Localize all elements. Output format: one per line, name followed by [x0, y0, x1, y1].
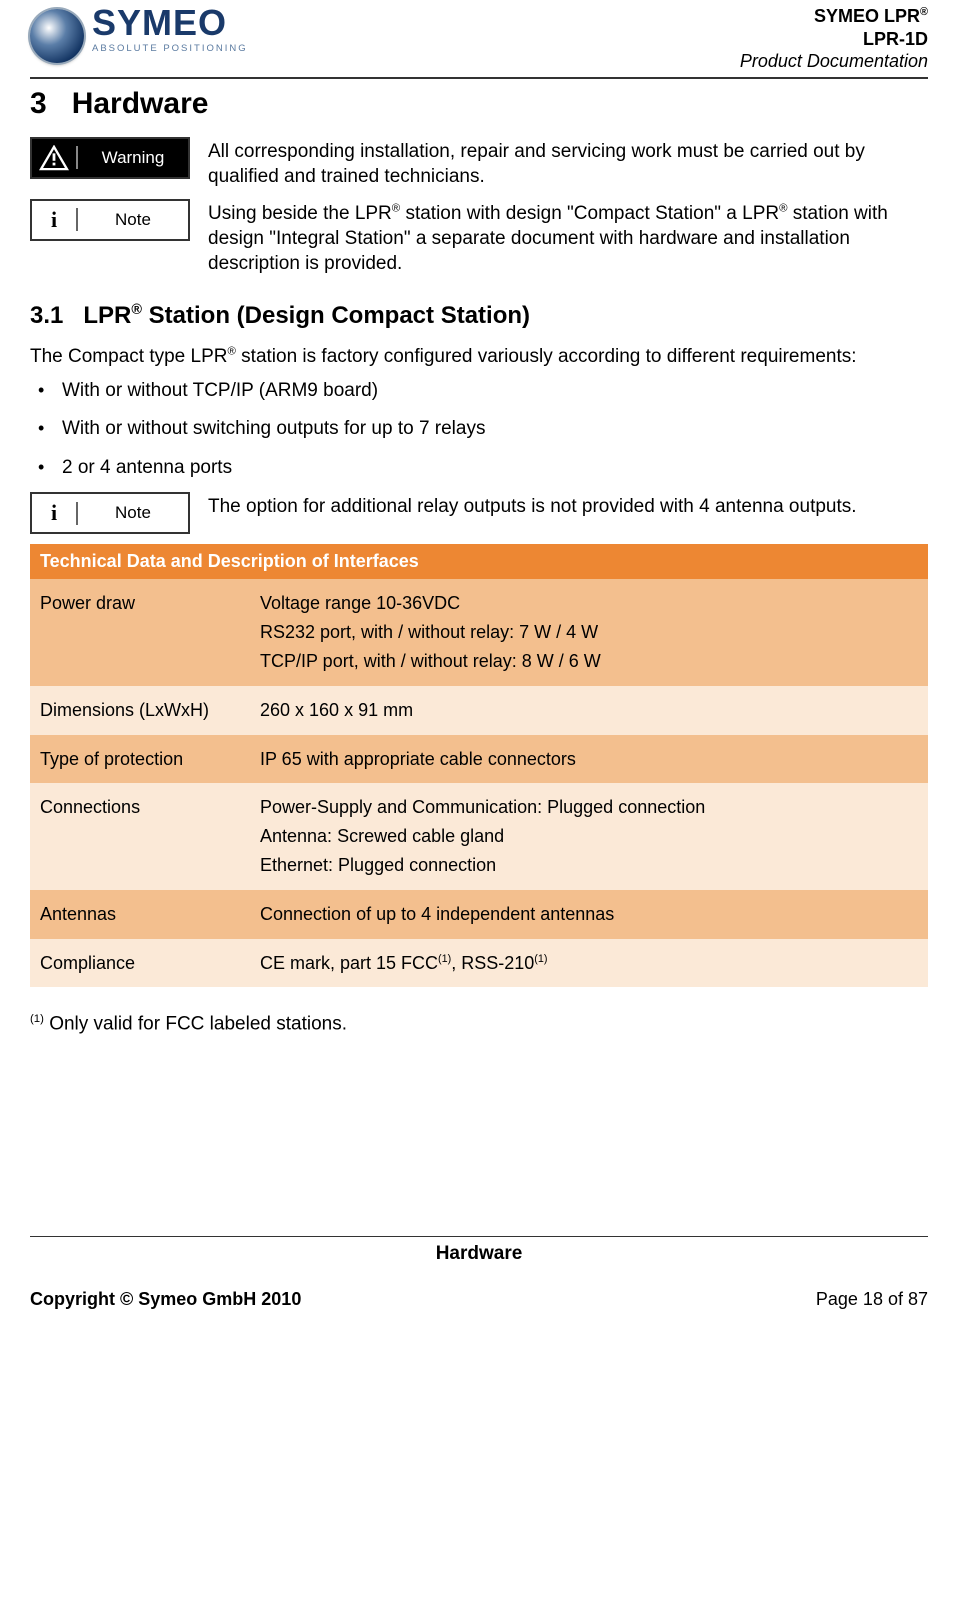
table-value: Power-Supply and Communication: Plugged …: [250, 783, 928, 889]
table-row: Power drawVoltage range 10-36VDCRS232 po…: [30, 579, 928, 685]
page-number: Page 18 of 87: [816, 1289, 928, 1310]
logo-wordmark: SYMEO: [92, 5, 248, 41]
info-icon: i: [32, 207, 76, 233]
table-value: CE mark, part 15 FCC(1), RSS-210(1): [250, 939, 928, 988]
warning-icon: [32, 145, 76, 171]
footnote: (1) Only valid for FCC labeled stations.: [30, 1013, 928, 1035]
list-item: With or without switching outputs for up…: [34, 415, 928, 444]
table-key: Compliance: [30, 939, 250, 988]
table-value: Voltage range 10-36VDCRS232 port, with /…: [250, 579, 928, 685]
note-label: Note: [78, 210, 188, 230]
warning-text: All corresponding installation, repair a…: [208, 137, 928, 189]
header-rule: [30, 77, 928, 79]
table-value: 260 x 160 x 91 mm: [250, 686, 928, 735]
spec-table: Technical Data and Description of Interf…: [30, 544, 928, 987]
table-key: Connections: [30, 783, 250, 889]
note-callout-1: i Note Using beside the LPR® station wit…: [30, 199, 928, 276]
table-key: Power draw: [30, 579, 250, 685]
warning-label: Warning: [78, 148, 188, 168]
note-badge: i Note: [30, 199, 190, 241]
doc-title-line2: LPR-1D: [740, 28, 928, 51]
table-row: Dimensions (LxWxH)260 x 160 x 91 mm: [30, 686, 928, 735]
logo-icon: [30, 9, 84, 63]
list-item: With or without TCP/IP (ARM9 board): [34, 377, 928, 406]
note-badge: i Note: [30, 492, 190, 534]
doc-title-line3: Product Documentation: [740, 50, 928, 73]
table-row: ConnectionsPower-Supply and Communicatio…: [30, 783, 928, 889]
requirements-list: With or without TCP/IP (ARM9 board) With…: [30, 377, 928, 483]
list-item: 2 or 4 antenna ports: [34, 454, 928, 483]
note-callout-2: i Note The option for additional relay o…: [30, 492, 928, 534]
table-value: IP 65 with appropriate cable connectors: [250, 735, 928, 784]
intro-paragraph: The Compact type LPR® station is factory…: [30, 344, 928, 369]
table-row: Type of protectionIP 65 with appropriate…: [30, 735, 928, 784]
table-key: Type of protection: [30, 735, 250, 784]
logo-tagline: ABSOLUTE POSITIONING: [92, 43, 248, 54]
doc-title-block: SYMEO LPR® LPR-1D Product Documentation: [740, 5, 928, 73]
info-icon: i: [32, 500, 76, 526]
table-row: AntennasConnection of up to 4 independen…: [30, 890, 928, 939]
warning-callout: Warning All corresponding installation, …: [30, 137, 928, 189]
table-value: Connection of up to 4 independent antenn…: [250, 890, 928, 939]
section-heading: 3 Hardware: [30, 87, 928, 121]
footer-rule: [30, 1236, 928, 1237]
footer-section: Hardware: [30, 1241, 928, 1267]
note-text-1: Using beside the LPR® station with desig…: [208, 199, 928, 276]
table-key: Antennas: [30, 890, 250, 939]
note-label: Note: [78, 503, 188, 523]
note-text-2: The option for additional relay outputs …: [208, 492, 928, 519]
table-row: ComplianceCE mark, part 15 FCC(1), RSS-2…: [30, 939, 928, 988]
warning-badge: Warning: [30, 137, 190, 179]
logo: SYMEO ABSOLUTE POSITIONING: [30, 5, 248, 63]
table-key: Dimensions (LxWxH): [30, 686, 250, 735]
page-footer: Hardware Copyright © Symeo GmbH 2010 Pag…: [30, 1236, 928, 1310]
doc-title-line1: SYMEO LPR: [814, 6, 920, 26]
copyright: Copyright © Symeo GmbH 2010: [30, 1289, 301, 1310]
subsection-heading: 3.1 LPR® Station (Design Compact Station…: [30, 302, 928, 330]
table-title: Technical Data and Description of Interf…: [30, 544, 928, 579]
page-header: SYMEO ABSOLUTE POSITIONING SYMEO LPR® LP…: [30, 5, 928, 77]
